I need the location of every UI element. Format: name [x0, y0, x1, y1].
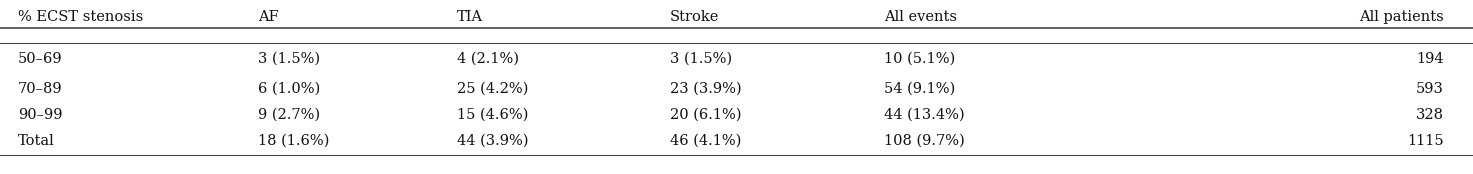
Text: 70–89: 70–89: [18, 82, 62, 96]
Text: 44 (3.9%): 44 (3.9%): [457, 134, 529, 148]
Text: All patients: All patients: [1358, 10, 1444, 24]
Text: 194: 194: [1416, 52, 1444, 66]
Text: 9 (2.7%): 9 (2.7%): [258, 108, 320, 122]
Text: 54 (9.1%): 54 (9.1%): [884, 82, 955, 96]
Text: 593: 593: [1416, 82, 1444, 96]
Text: 328: 328: [1416, 108, 1444, 122]
Text: 46 (4.1%): 46 (4.1%): [670, 134, 741, 148]
Text: 1115: 1115: [1407, 134, 1444, 148]
Text: 23 (3.9%): 23 (3.9%): [670, 82, 742, 96]
Text: 3 (1.5%): 3 (1.5%): [670, 52, 732, 66]
Text: 3 (1.5%): 3 (1.5%): [258, 52, 320, 66]
Text: 4 (2.1%): 4 (2.1%): [457, 52, 518, 66]
Text: % ECST stenosis: % ECST stenosis: [18, 10, 143, 24]
Text: 18 (1.6%): 18 (1.6%): [258, 134, 328, 148]
Text: 90–99: 90–99: [18, 108, 62, 122]
Text: TIA: TIA: [457, 10, 483, 24]
Text: All events: All events: [884, 10, 957, 24]
Text: 108 (9.7%): 108 (9.7%): [884, 134, 965, 148]
Text: 10 (5.1%): 10 (5.1%): [884, 52, 955, 66]
Text: 44 (13.4%): 44 (13.4%): [884, 108, 965, 122]
Text: Total: Total: [18, 134, 55, 148]
Text: 6 (1.0%): 6 (1.0%): [258, 82, 320, 96]
Text: AF: AF: [258, 10, 278, 24]
Text: 15 (4.6%): 15 (4.6%): [457, 108, 527, 122]
Text: Stroke: Stroke: [670, 10, 720, 24]
Text: 20 (6.1%): 20 (6.1%): [670, 108, 742, 122]
Text: 25 (4.2%): 25 (4.2%): [457, 82, 527, 96]
Text: 50–69: 50–69: [18, 52, 62, 66]
